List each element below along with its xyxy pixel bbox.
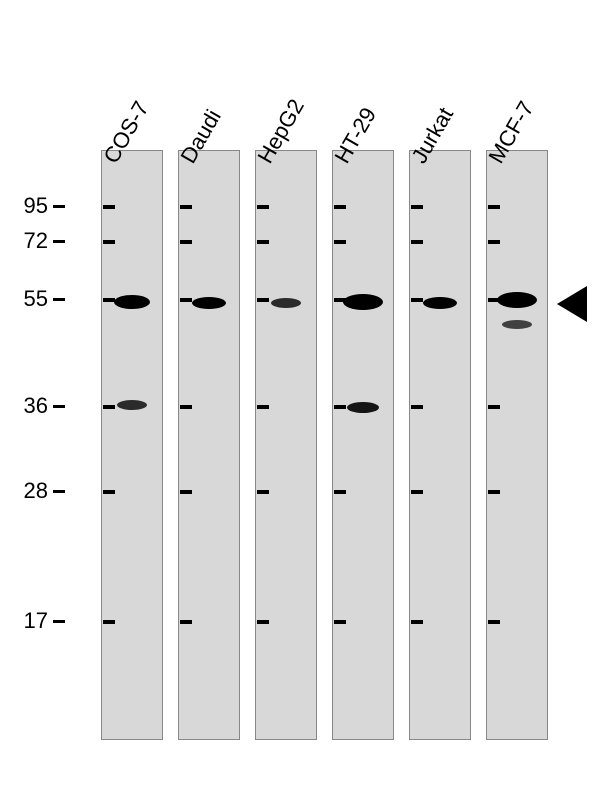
lane-marker-tick	[180, 620, 192, 624]
lane-2	[178, 150, 240, 740]
mw-label: 17	[8, 608, 48, 634]
lane-marker-tick	[103, 405, 115, 409]
lane-marker-tick	[257, 205, 269, 209]
lane-marker-tick	[257, 620, 269, 624]
target-band-arrow	[557, 286, 587, 322]
mw-tick	[53, 240, 65, 243]
lane-marker-tick	[103, 240, 115, 244]
mw-label: 28	[8, 478, 48, 504]
lane-marker-tick	[257, 240, 269, 244]
lane-marker-tick	[411, 490, 423, 494]
lane-marker-tick	[411, 205, 423, 209]
band	[192, 297, 226, 309]
band	[497, 292, 537, 308]
lane-marker-tick	[257, 405, 269, 409]
lane-marker-tick	[180, 405, 192, 409]
mw-label: 72	[8, 228, 48, 254]
lane-marker-tick	[180, 205, 192, 209]
lane-marker-tick	[411, 405, 423, 409]
lane-marker-tick	[488, 405, 500, 409]
mw-tick	[53, 205, 65, 208]
band	[117, 400, 147, 410]
lane-marker-tick	[334, 620, 346, 624]
lane-marker-tick	[103, 620, 115, 624]
band	[423, 297, 457, 309]
lane-5	[409, 150, 471, 740]
lane-marker-tick	[103, 205, 115, 209]
band	[502, 320, 532, 329]
mw-tick	[53, 298, 65, 301]
lane-marker-tick	[180, 298, 192, 302]
lane-marker-tick	[103, 490, 115, 494]
mw-label: 95	[8, 193, 48, 219]
lane-6	[486, 150, 548, 740]
lane-1	[101, 150, 163, 740]
lane-marker-tick	[488, 240, 500, 244]
lane-marker-tick	[180, 240, 192, 244]
mw-tick	[53, 405, 65, 408]
lane-marker-tick	[488, 205, 500, 209]
lane-marker-tick	[411, 240, 423, 244]
lane-marker-tick	[334, 205, 346, 209]
lane-marker-tick	[411, 298, 423, 302]
band	[347, 402, 379, 413]
mw-tick	[53, 620, 65, 623]
band	[271, 298, 301, 308]
blot-figure: 957255362817 COS-7DaudiHepG2HT-29JurkatM…	[75, 30, 575, 770]
mw-label: 55	[8, 286, 48, 312]
lane-marker-tick	[411, 620, 423, 624]
lane-marker-tick	[180, 490, 192, 494]
lane-marker-tick	[334, 490, 346, 494]
lane-marker-tick	[488, 620, 500, 624]
lane-marker-tick	[257, 490, 269, 494]
band	[343, 294, 383, 310]
lane-marker-tick	[488, 490, 500, 494]
mw-label: 36	[8, 393, 48, 419]
mw-tick	[53, 490, 65, 493]
lane-marker-tick	[334, 405, 346, 409]
lane-4	[332, 150, 394, 740]
lane-marker-tick	[257, 298, 269, 302]
band	[114, 295, 150, 309]
lane-3	[255, 150, 317, 740]
lane-marker-tick	[334, 240, 346, 244]
